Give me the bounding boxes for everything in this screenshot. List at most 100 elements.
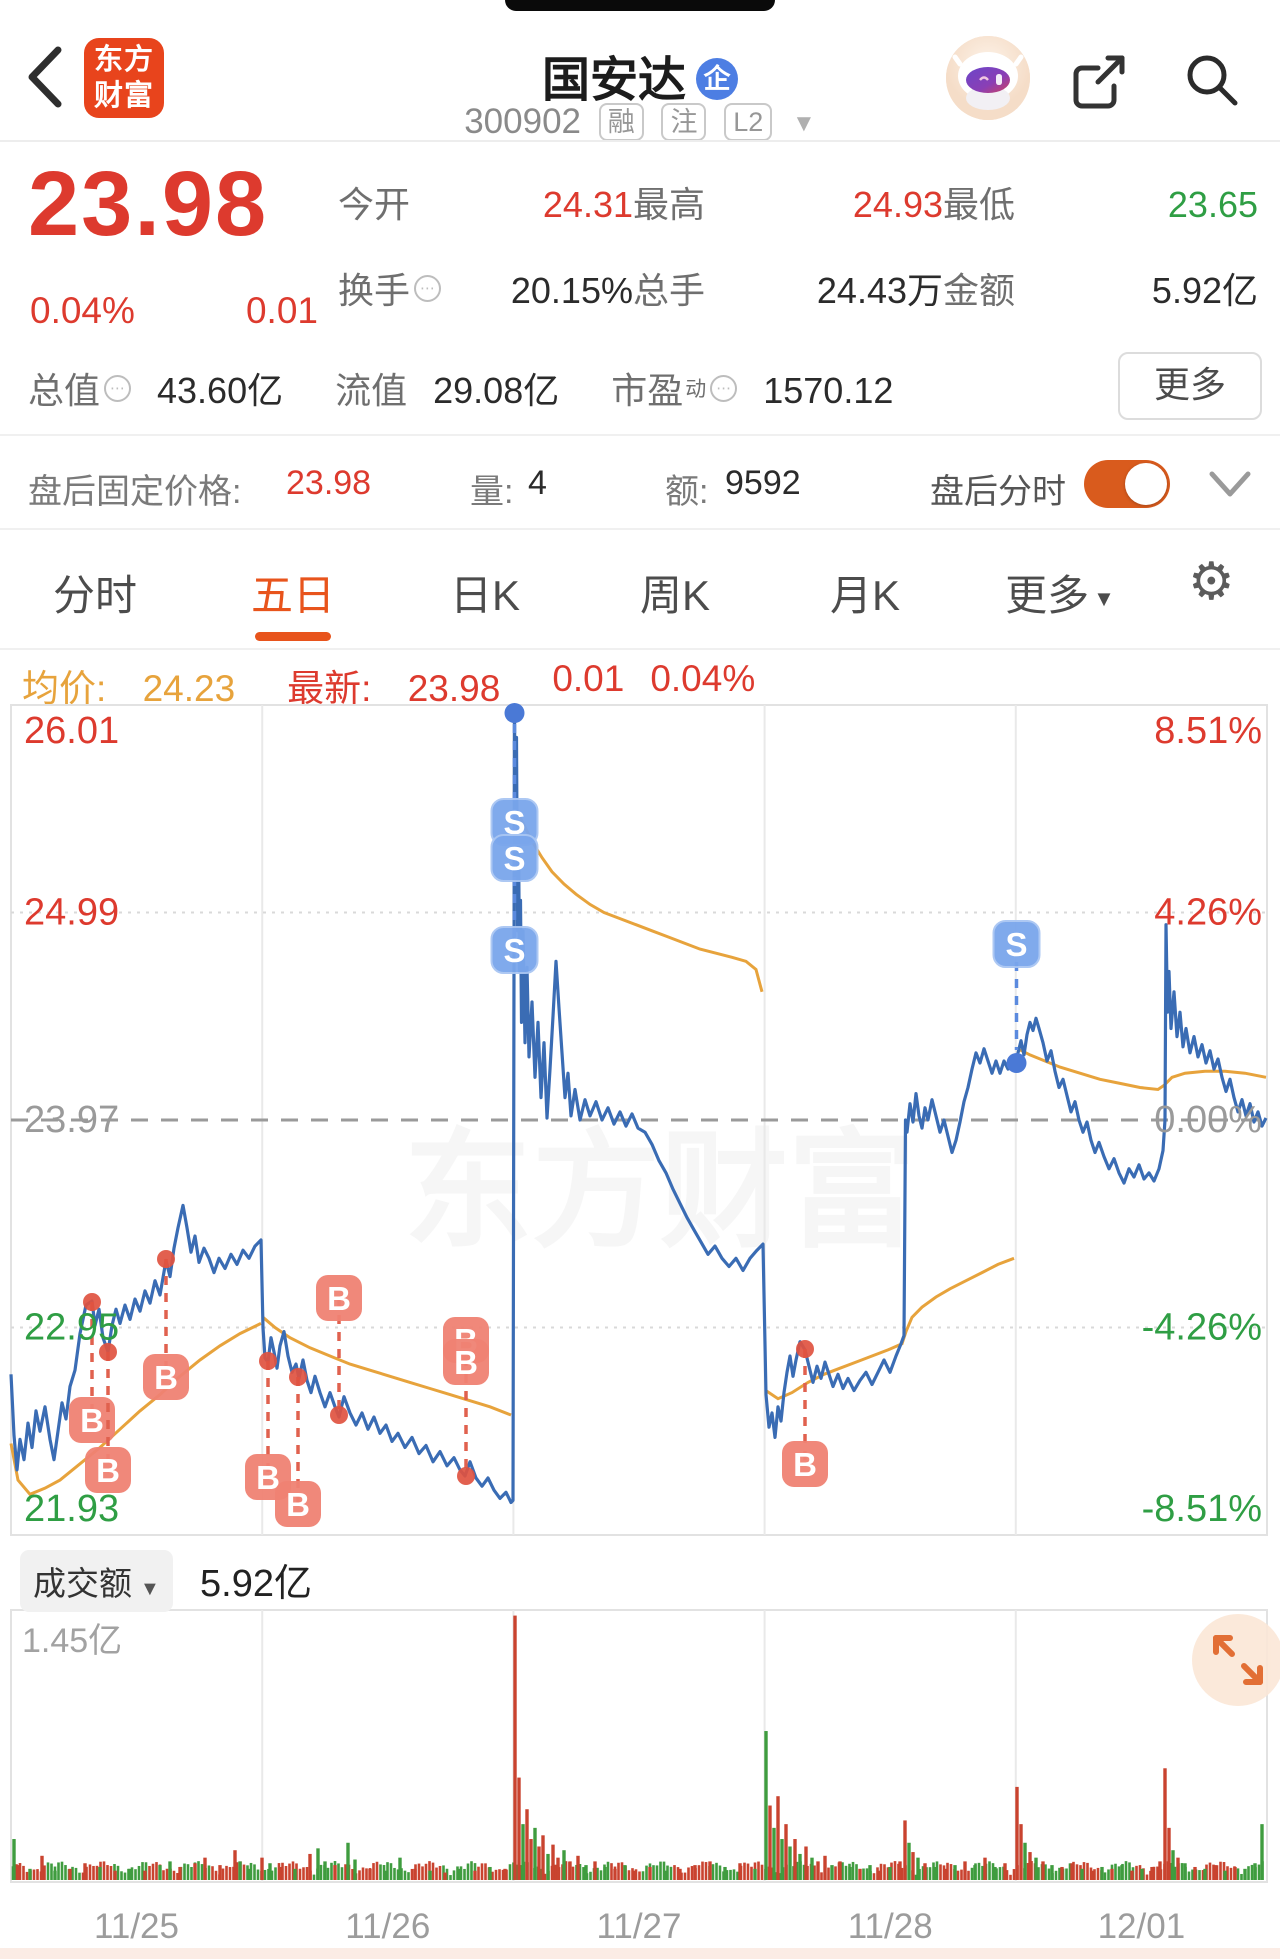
back-button[interactable] xyxy=(22,44,66,110)
legend-change: 0.01 xyxy=(552,658,625,699)
tab-monthly-k[interactable]: 月K xyxy=(829,572,900,619)
sell-marker-1: S xyxy=(992,920,1041,1073)
share-icon xyxy=(1073,65,1117,109)
left-axis-label-3: 22.95 xyxy=(24,1307,119,1349)
volume-metric-selector[interactable]: 成交额 ▼ xyxy=(20,1550,173,1612)
chart-settings-button[interactable]: ⚙ xyxy=(1188,552,1235,612)
pe-dynamic-sup: 动 xyxy=(685,378,707,401)
next-section-edge xyxy=(0,1948,1280,1959)
tab-minute[interactable]: 分时 xyxy=(52,572,137,619)
svg-text:B: B xyxy=(80,1402,104,1439)
stat-pe[interactable]: 市盈动 ⋯ 1570.12 xyxy=(611,370,894,411)
tab-more[interactable]: 更多 ▼ xyxy=(1005,572,1115,619)
divider xyxy=(0,648,1280,650)
info-icon[interactable]: ⋯ xyxy=(414,274,442,302)
assistant-avatar[interactable] xyxy=(946,36,1030,120)
svg-text:B: B xyxy=(154,1359,178,1396)
change-percent: 0.04% xyxy=(30,290,135,331)
eastmoney-logo[interactable]: 东方 财富 xyxy=(84,38,164,118)
more-stats-button[interactable]: 更多 xyxy=(1118,352,1262,420)
buy-marker-6: BB xyxy=(443,1317,489,1485)
change-amount: 0.01 xyxy=(245,290,318,331)
chevron-down-icon[interactable]: ▼ xyxy=(792,109,816,137)
right-axis-label-0: 8.51% xyxy=(1154,710,1262,752)
stat-high: 最高 24.93 xyxy=(633,184,943,225)
share-arrow-icon xyxy=(1095,55,1125,85)
search-handle-icon xyxy=(1217,85,1238,106)
legend-change-pct: 0.04% xyxy=(650,658,756,699)
after-hours-amt: 9592 xyxy=(725,464,801,502)
divider xyxy=(0,434,1280,436)
stat-turnover[interactable]: 换手 ⋯ 20.15% xyxy=(338,270,633,311)
x-axis-label-0: 11/25 xyxy=(94,1907,179,1946)
after-hours-toggle[interactable] xyxy=(1084,460,1170,508)
expand-icon xyxy=(1213,1635,1263,1685)
avg-price-line-day3 xyxy=(514,808,764,993)
search-button[interactable] xyxy=(1180,48,1244,112)
tab-daily-k[interactable]: 日K xyxy=(449,572,520,619)
five-day-chart[interactable]: 东方财富BBBBBBBBBSSSS26.0124.9923.9722.9521.… xyxy=(0,700,1280,1959)
x-axis-label-1: 11/26 xyxy=(345,1907,430,1946)
after-hours-price: 23.98 xyxy=(286,464,372,502)
buy-marker-2: B xyxy=(143,1250,189,1400)
buy-marker-3: B xyxy=(245,1352,291,1500)
svg-text:B: B xyxy=(256,1459,280,1496)
buy-marker-0: B xyxy=(69,1293,115,1443)
after-hours-vol: 4 xyxy=(528,464,547,502)
svg-text:S: S xyxy=(503,840,525,877)
stock-title-row: 国安达企 xyxy=(0,40,1280,110)
stock-code-row[interactable]: 300902 融 注 L2 ▼ xyxy=(0,102,1280,142)
caret-down-icon: ▼ xyxy=(140,1578,160,1600)
svg-text:S: S xyxy=(503,932,525,969)
tab-weekly-k[interactable]: 周K xyxy=(639,572,710,619)
info-icon[interactable]: ⋯ xyxy=(710,374,738,402)
x-axis-label-3: 11/28 xyxy=(848,1907,933,1946)
expand-chart-button[interactable] xyxy=(1192,1614,1280,1706)
dynamic-island xyxy=(505,0,775,11)
buy-marker-4: B xyxy=(275,1368,321,1527)
right-axis-label-3: -4.26% xyxy=(1142,1307,1262,1349)
avg-price-line-day1 xyxy=(9,1322,262,1497)
search-icon xyxy=(1187,55,1227,95)
svg-text:B: B xyxy=(793,1446,817,1483)
buy-marker-5: B xyxy=(316,1275,362,1424)
tab-five-day[interactable]: 五日 xyxy=(250,572,335,619)
sell-marker-0: SSS xyxy=(490,703,539,974)
l2-badge: L2 xyxy=(724,102,773,141)
left-axis-label-2: 23.97 xyxy=(24,1099,119,1141)
stat-volume: 总手 24.43万 xyxy=(633,270,943,311)
watermark: 东方财富 xyxy=(404,1120,916,1263)
collapse-chevron-button[interactable] xyxy=(1200,462,1260,506)
info-icon[interactable]: ⋯ xyxy=(104,374,132,402)
share-button[interactable] xyxy=(1068,50,1130,112)
back-chevron-icon xyxy=(28,46,62,108)
stat-marketcap[interactable]: 总值 ⋯ 43.60亿 xyxy=(28,370,284,411)
buy-marker-7: B xyxy=(782,1340,828,1487)
volume-bars xyxy=(12,1615,1264,1880)
change-row: 0.04% 0.01 xyxy=(30,290,318,332)
after-hours-vol-label: 量: xyxy=(470,473,514,511)
left-axis-label-1: 24.99 xyxy=(24,892,119,934)
stat-amount: 金额 5.92亿 xyxy=(943,270,1258,311)
gear-icon: ⚙ xyxy=(1188,553,1235,611)
x-axis-label-4: 12/01 xyxy=(1098,1907,1186,1946)
right-axis-label-1: 4.26% xyxy=(1154,892,1262,934)
note-badge: 注 xyxy=(661,102,707,141)
logo-line2: 财富 xyxy=(93,80,154,112)
logo-line1: 东方 xyxy=(93,44,154,76)
buy-marker-1: B xyxy=(85,1343,131,1493)
volume-total: 5.92亿 xyxy=(200,1563,312,1605)
after-hours-row: 盘后固定价格: 23.98 量: 4 额: 9592 盘后分时 xyxy=(0,440,1280,528)
right-axis-label-2: 0.00% xyxy=(1154,1099,1262,1141)
left-axis-label-4: 21.93 xyxy=(24,1488,119,1530)
after-hours-amt-label: 额: xyxy=(665,473,709,511)
left-axis-label-0: 26.01 xyxy=(24,710,119,752)
enterprise-badge[interactable]: 企 xyxy=(696,58,738,101)
right-axis-label-4: -8.51% xyxy=(1142,1488,1262,1530)
volume-max-label: 1.45亿 xyxy=(22,1622,122,1660)
price-line xyxy=(9,703,1268,1505)
divider xyxy=(0,528,1280,530)
header-divider xyxy=(0,140,1280,142)
last-price-label: 最新: 23.98 xyxy=(287,668,501,709)
x-axis-label-2: 11/27 xyxy=(597,1907,682,1946)
